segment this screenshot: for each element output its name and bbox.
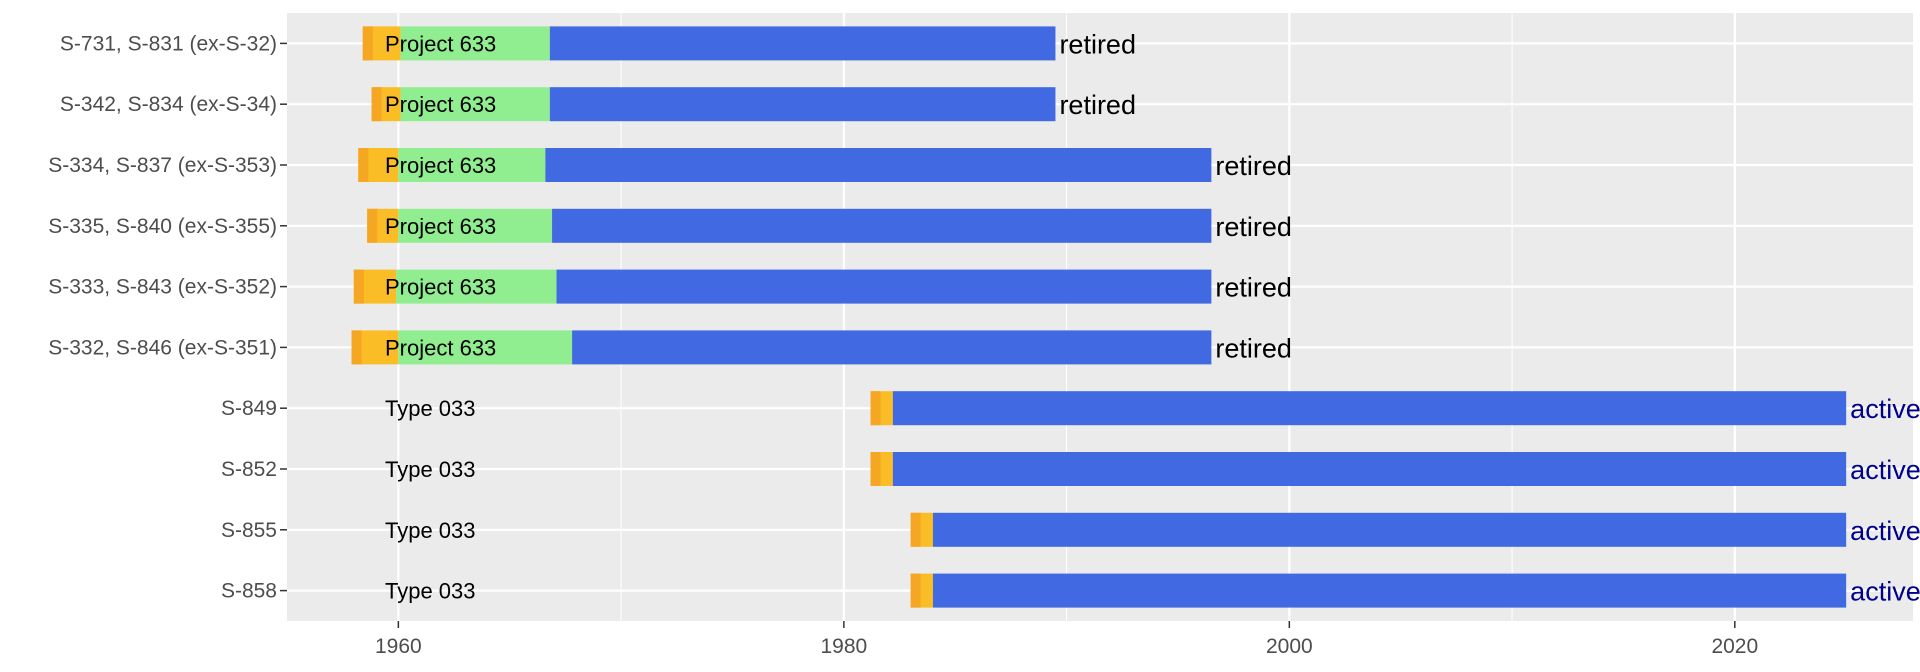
bar-service: [892, 452, 1847, 486]
bar-service: [556, 269, 1212, 304]
bar-construction-overlap: [353, 269, 364, 304]
bar-project-phase: [396, 269, 557, 304]
y-tick-label: S-335, S-840 (ex-S-355): [48, 215, 277, 238]
y-tick-label: S-849: [221, 397, 277, 420]
class-label: Project 633: [385, 335, 496, 360]
x-tick-label: 1980: [820, 635, 867, 658]
bar-construction-overlap: [910, 573, 921, 608]
status-label: retired: [1215, 273, 1292, 303]
y-tick-label: S-332, S-846 (ex-S-351): [48, 336, 277, 359]
class-label: Type 033: [385, 518, 476, 543]
status-label: retired: [1059, 90, 1136, 120]
y-tick-label: S-858: [221, 580, 277, 603]
status-label: active: [1850, 455, 1920, 485]
bar-construction-overlap: [910, 512, 921, 547]
bar-construction-overlap: [371, 87, 382, 122]
status-label: retired: [1059, 29, 1136, 59]
x-tick-label: 2000: [1266, 635, 1313, 658]
y-tick-label: S-731, S-831 (ex-S-32): [60, 32, 277, 55]
bar-project-phase: [398, 330, 573, 365]
bar-project-phase: [400, 26, 550, 61]
class-label: Project 633: [385, 92, 496, 117]
status-label: active: [1850, 394, 1920, 424]
y-tick-label: S-334, S-837 (ex-S-353): [48, 154, 277, 177]
labels-layer: Project 633 retired Project 633 retired Proj…: [385, 29, 1920, 606]
bar-construction-overlap: [358, 148, 369, 182]
y-tick-label: S-852: [221, 458, 277, 481]
status-label: retired: [1215, 151, 1292, 181]
bar-project-phase: [400, 87, 550, 122]
y-tick-label: S-333, S-843 (ex-S-352): [48, 276, 277, 299]
bar-service: [572, 330, 1212, 365]
bar-construction-overlap: [870, 452, 881, 486]
class-label: Type 033: [385, 396, 476, 421]
status-label: active: [1850, 577, 1920, 607]
bar-service: [552, 208, 1212, 243]
x-tick-label: 2020: [1711, 635, 1758, 658]
class-label: Type 033: [385, 457, 476, 482]
bar-service: [549, 87, 1056, 122]
bar-service: [549, 26, 1056, 61]
class-label: Project 633: [385, 275, 496, 300]
y-tick-label: S-342, S-834 (ex-S-34): [60, 93, 277, 116]
bar-construction-overlap: [870, 391, 881, 426]
bar-construction-overlap: [367, 208, 378, 243]
class-label: Project 633: [385, 153, 496, 178]
class-label: Project 633: [385, 214, 496, 239]
bar-service: [932, 573, 1847, 608]
bars-layer: [351, 26, 1847, 608]
status-label: active: [1850, 516, 1920, 546]
y-tick-label: S-855: [221, 519, 277, 542]
bar-construction-overlap: [362, 26, 373, 61]
status-label: retired: [1215, 333, 1292, 363]
bar-service: [892, 391, 1847, 426]
x-tick-label: 1960: [375, 635, 422, 658]
class-label: Project 633: [385, 31, 496, 56]
class-label: Type 033: [385, 579, 476, 604]
bar-construction-overlap: [351, 330, 362, 365]
bar-service: [545, 148, 1212, 182]
bar-project-phase: [398, 148, 546, 182]
bar-service: [932, 512, 1847, 547]
axes-layer: S-731, S-831 (ex-S-32) S-342, S-834 (ex-S…: [48, 32, 1758, 658]
bar-project-phase: [398, 208, 553, 243]
status-label: retired: [1215, 212, 1292, 242]
